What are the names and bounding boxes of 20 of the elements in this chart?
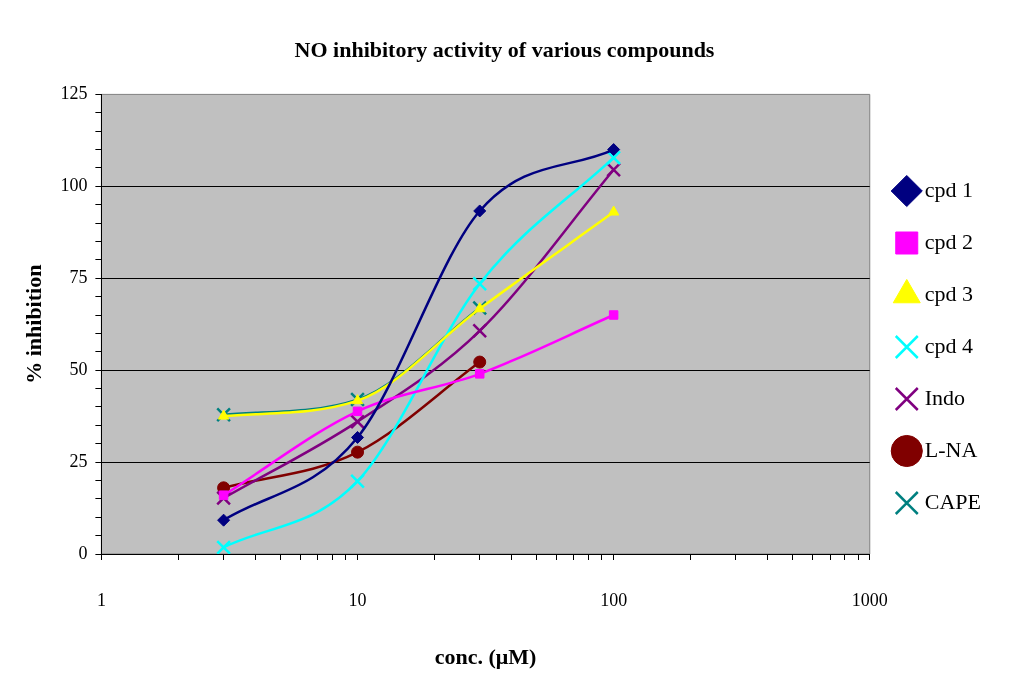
x-tick-label: 1000 [851, 589, 888, 610]
x-tick-label: 100 [600, 589, 628, 610]
legend-label: cpd 1 [924, 176, 974, 202]
x-tick-label: 1 [96, 589, 106, 610]
legend-label: cpd 3 [924, 280, 974, 306]
y-tick-label: 125 [60, 83, 88, 104]
legend-label: L-NA [924, 436, 978, 462]
y-axis-title: % inhibition [20, 264, 46, 384]
y-tick-label: 25 [69, 450, 88, 471]
y-tick-label: 50 [69, 358, 88, 379]
y-tick-label: 0 [78, 542, 88, 563]
legend-label: CAPE [924, 488, 982, 514]
legend-label: Indo [924, 384, 966, 410]
y-tick-label: 100 [60, 175, 88, 196]
x-tick-label: 10 [348, 589, 367, 610]
chart-title: NO inhibitory activity of various compounds [294, 36, 715, 62]
legend-label: cpd 2 [924, 228, 974, 254]
legend-label: cpd 4 [924, 332, 974, 358]
x-axis-title: conc. (μM) [434, 644, 537, 670]
y-tick-label: 75 [69, 266, 88, 287]
